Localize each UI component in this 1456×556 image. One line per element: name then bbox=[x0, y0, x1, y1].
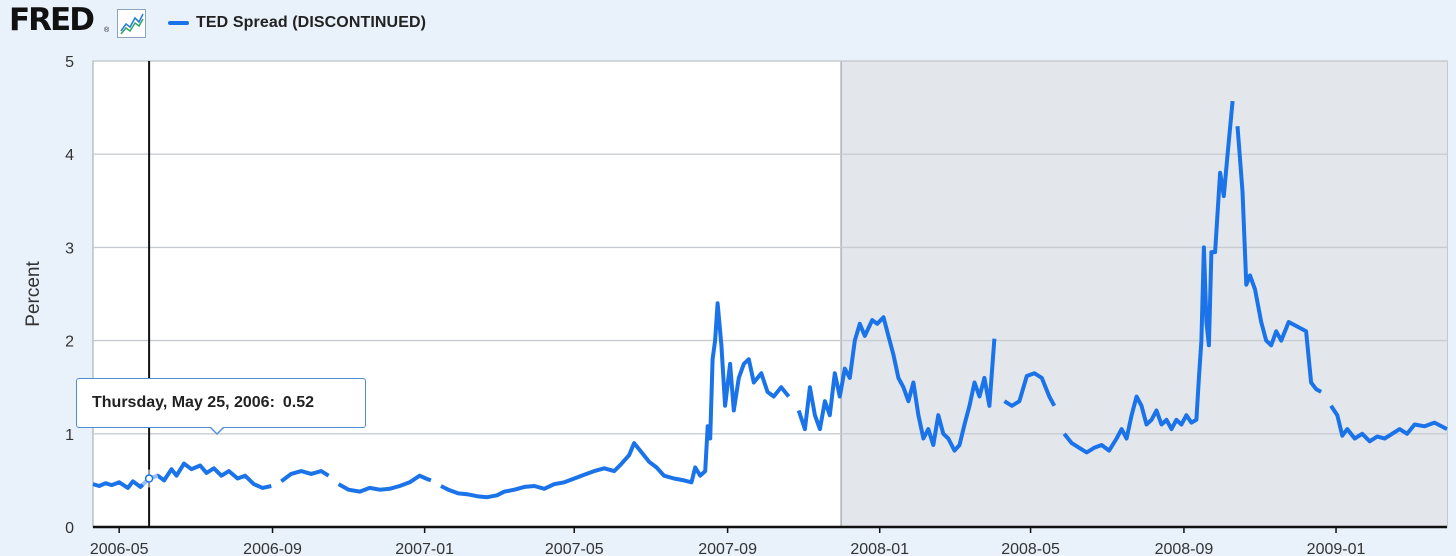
hover-marker bbox=[144, 474, 154, 483]
x-tick-label: 2008-01 bbox=[850, 541, 909, 556]
recession-shading bbox=[841, 61, 1447, 527]
y-tick-label: 0 bbox=[65, 520, 74, 537]
legend-swatch bbox=[168, 21, 189, 25]
x-tick-label: 2006-05 bbox=[90, 541, 149, 556]
tooltip-value: 0.52 bbox=[282, 394, 315, 411]
fred-graph-icon[interactable] bbox=[117, 9, 146, 38]
tooltip-text: Thursday, May 25, 2006: 0.52 bbox=[92, 394, 314, 412]
x-tick-label: 2008-09 bbox=[1155, 541, 1214, 556]
y-tick-label: 4 bbox=[65, 147, 74, 164]
legend[interactable]: TED Spread (DISCONTINUED) bbox=[168, 11, 426, 35]
tooltip: Thursday, May 25, 2006: 0.52 bbox=[76, 378, 366, 435]
x-tick-label: 2009-01 bbox=[1307, 541, 1366, 556]
fred-logo[interactable]: FRED bbox=[9, 2, 95, 38]
x-tick-label: 2007-01 bbox=[395, 541, 454, 556]
x-tick-label: 2006-09 bbox=[243, 541, 302, 556]
tooltip-arrow-fill bbox=[211, 427, 223, 433]
y-tick-label: 1 bbox=[65, 427, 74, 444]
x-tick-label: 2007-09 bbox=[698, 541, 757, 556]
fred-logo-registered-mark: ® bbox=[104, 27, 110, 34]
x-tick-label: 2008-05 bbox=[1001, 541, 1060, 556]
y-tick-label: 2 bbox=[65, 334, 74, 351]
y-tick-label: 3 bbox=[65, 240, 74, 257]
series-line bbox=[92, 100, 1448, 500]
x-tick-label: 2007-05 bbox=[545, 541, 604, 556]
legend-label: TED Spread (DISCONTINUED) bbox=[196, 14, 427, 31]
chart-header: FRED ® TED Spread (DISCONTINUED) bbox=[0, 0, 1456, 46]
tooltip-date: Thursday, May 25, 2006: bbox=[92, 394, 275, 411]
y-axis-title: Percent bbox=[23, 261, 44, 327]
y-tick-label: 5 bbox=[65, 54, 74, 71]
